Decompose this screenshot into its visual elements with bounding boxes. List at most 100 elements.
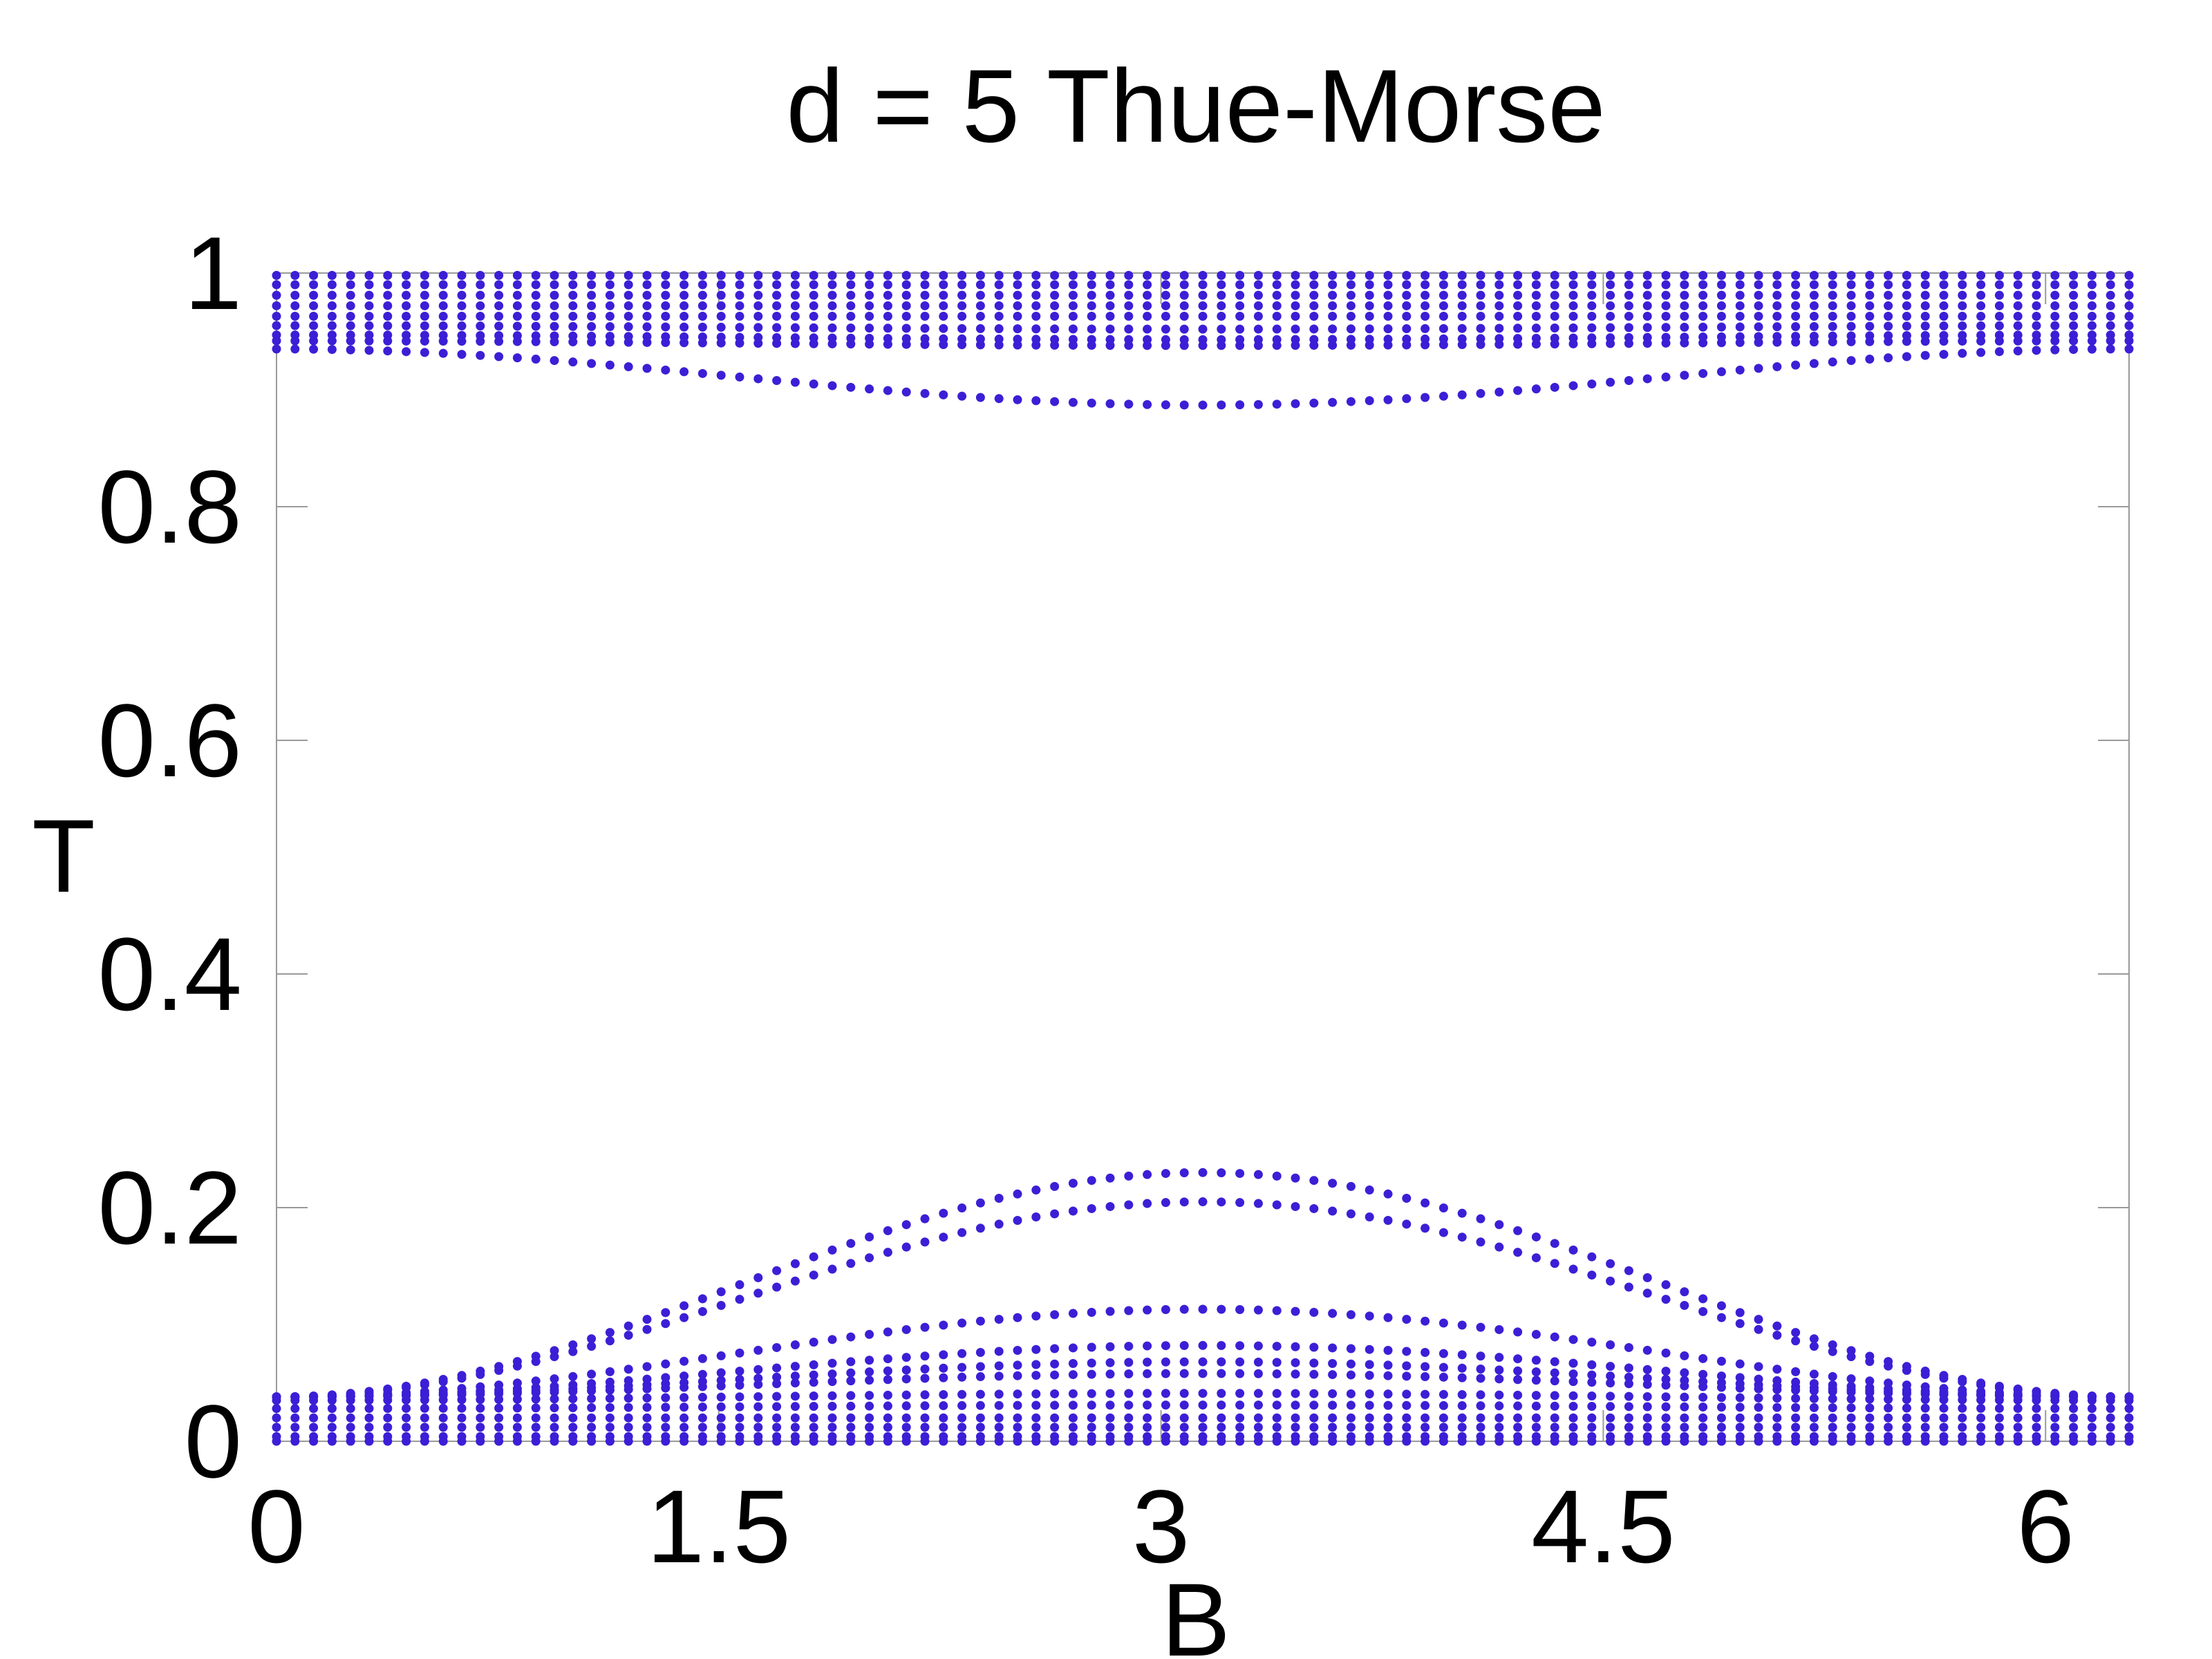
data-point: [1013, 1400, 1022, 1410]
data-point: [364, 280, 374, 290]
data-point: [494, 1413, 504, 1423]
data-point: [568, 1403, 578, 1413]
data-point: [1013, 1313, 1022, 1322]
data-point: [1105, 1369, 1115, 1379]
data-point: [1716, 301, 1726, 310]
data-point: [1846, 1381, 1856, 1391]
data-point: [290, 1413, 300, 1423]
data-point: [1272, 312, 1282, 321]
axis-ticks: 00.20.40.60.810 1.5 3 4.5 6: [97, 215, 2129, 1584]
data-point: [457, 312, 467, 321]
data-point: [550, 1394, 559, 1404]
data-point: [1291, 270, 1300, 280]
data-point: [1531, 1423, 1541, 1432]
data-point: [846, 382, 856, 392]
data-point: [2013, 1432, 2023, 1441]
data-point: [939, 1208, 948, 1218]
data-point: [1550, 1401, 1559, 1411]
data-point: [2124, 1413, 2134, 1423]
x-tick-label: 0: [247, 1468, 305, 1584]
data-point: [568, 270, 578, 280]
data-point: [790, 1371, 800, 1381]
data-point: [2106, 344, 2115, 354]
data-point: [1994, 1432, 2004, 1441]
data-point: [1179, 1168, 1189, 1178]
data-point: [697, 1413, 707, 1423]
data-point: [1624, 1432, 1633, 1441]
data-point: [1253, 324, 1263, 334]
data-point: [697, 301, 707, 310]
data-point: [772, 1266, 782, 1275]
data-point: [383, 280, 393, 290]
data-point: [1531, 1232, 1541, 1241]
data-point: [1421, 1423, 1430, 1432]
data-point: [438, 348, 448, 358]
data-point: [1087, 398, 1096, 408]
data-point: [1624, 1391, 1633, 1401]
data-point: [1716, 1356, 1726, 1366]
data-point: [1105, 1358, 1115, 1367]
data-point: [1976, 1387, 1986, 1396]
data-point: [1476, 1351, 1485, 1361]
data-point: [1161, 1357, 1170, 1367]
data-point: [883, 1327, 892, 1337]
data-point: [1902, 280, 1911, 290]
data-point: [1884, 290, 1893, 300]
data-point: [1198, 1304, 1208, 1314]
data-point: [1754, 270, 1763, 280]
data-point: [1105, 1342, 1115, 1351]
data-point: [1328, 290, 1338, 300]
data-point: [1661, 1280, 1671, 1290]
data-point: [1087, 290, 1096, 300]
data-point: [1550, 1432, 1559, 1441]
data-point: [846, 1332, 856, 1342]
data-point: [865, 312, 874, 321]
data-point: [716, 371, 726, 380]
data-point: [697, 1423, 707, 1432]
data-point: [1198, 1357, 1208, 1367]
data-point: [402, 347, 411, 357]
data-point: [402, 1432, 411, 1441]
data-point: [512, 301, 522, 310]
data-point: [1309, 1176, 1319, 1185]
data-point: [901, 280, 911, 290]
data-point: [1642, 1288, 1652, 1298]
data-point: [1661, 1392, 1671, 1402]
data-point: [1550, 312, 1559, 321]
data-point: [790, 312, 800, 321]
data-point: [1680, 1351, 1689, 1360]
data-point: [327, 270, 337, 280]
data-point: [1365, 1311, 1374, 1321]
data-point: [346, 1432, 355, 1441]
data-point: [1291, 1369, 1300, 1379]
data-point: [1902, 301, 1911, 310]
data-point: [1124, 1171, 1134, 1181]
data-point: [1013, 1413, 1022, 1423]
data-point: [1105, 1432, 1115, 1441]
data-point: [1958, 270, 1967, 280]
data-point: [476, 321, 485, 331]
data-point: [1402, 1361, 1412, 1371]
data-point: [1217, 1357, 1226, 1367]
data-point: [1476, 388, 1485, 398]
data-point: [1884, 353, 1893, 363]
data-point: [1402, 1423, 1412, 1432]
data-point: [1958, 312, 1967, 321]
data-point: [1994, 1381, 2004, 1391]
data-point: [975, 312, 985, 321]
data-point: [1550, 1239, 1559, 1248]
data-point: [661, 290, 671, 300]
data-point: [531, 1413, 541, 1423]
data-point: [1105, 1389, 1115, 1398]
data-point: [550, 301, 559, 310]
data-point: [1217, 301, 1226, 310]
data-point: [605, 312, 615, 321]
data-point: [1476, 1413, 1485, 1423]
data-point: [1958, 1403, 1967, 1413]
data-point: [1550, 270, 1559, 280]
data-point: [1309, 398, 1319, 408]
data-point: [1994, 321, 2004, 330]
data-point: [1457, 1401, 1467, 1411]
data-point: [1031, 1344, 1041, 1354]
